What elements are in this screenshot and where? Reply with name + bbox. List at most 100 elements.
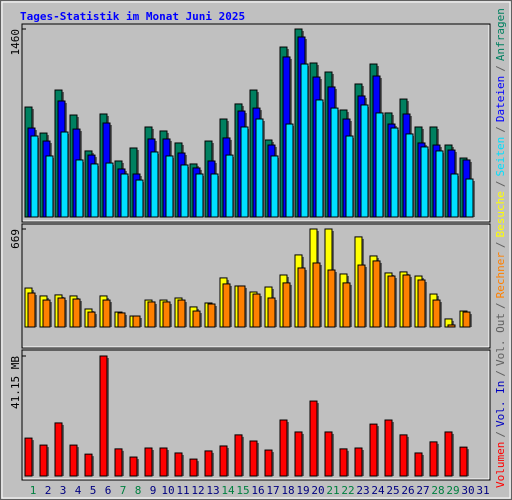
bar: [417, 279, 426, 328]
x-tick-label: 6: [105, 484, 112, 497]
bar: [225, 154, 234, 218]
bar: [210, 173, 219, 218]
x-tick-label: 26: [401, 484, 414, 497]
bar: [165, 155, 174, 218]
bar: [114, 448, 123, 477]
bar: [180, 164, 189, 218]
x-tick-label: 9: [150, 484, 157, 497]
x-tick-label: 10: [161, 484, 174, 497]
bar: [267, 297, 276, 328]
bar: [327, 269, 336, 328]
bar: [324, 431, 333, 477]
x-tick-label: 3: [60, 484, 67, 497]
bar: [135, 179, 144, 218]
bar: [459, 446, 468, 477]
x-tick-label: 11: [176, 484, 189, 497]
bar: [234, 434, 243, 477]
bar: [282, 282, 291, 328]
bar: [177, 299, 186, 328]
bar: [297, 267, 306, 328]
bar: [174, 452, 183, 477]
bar: [105, 162, 114, 218]
x-tick-label: 29: [446, 484, 459, 497]
bar: [24, 437, 33, 477]
bar: [435, 150, 444, 218]
bar: [429, 441, 438, 477]
x-tick-label: 22: [341, 484, 354, 497]
bar: [342, 282, 351, 328]
x-tick-label: 13: [206, 484, 219, 497]
bar: [315, 99, 324, 218]
bar: [150, 151, 159, 218]
x-tick-label: 17: [266, 484, 279, 497]
bar: [414, 452, 423, 477]
bar: [300, 63, 309, 218]
bar: [465, 178, 474, 218]
bar: [387, 275, 396, 328]
bar: [207, 303, 216, 328]
bar: [159, 447, 168, 477]
bar: [345, 135, 354, 218]
x-tick-label: 28: [431, 484, 444, 497]
bar: [69, 444, 78, 477]
bar: [339, 448, 348, 477]
legend-separator: /: [494, 126, 507, 133]
bar: [54, 422, 63, 477]
bar: [90, 163, 99, 218]
bar: [117, 312, 126, 328]
x-tick-label: 27: [416, 484, 429, 497]
x-tick-label: 16: [251, 484, 264, 497]
bar: [249, 440, 258, 477]
x-tick-label: 2: [45, 484, 52, 497]
bar: [330, 107, 339, 218]
bar: [309, 400, 318, 477]
bar: [60, 131, 69, 218]
bar: [30, 135, 39, 218]
x-tick-label: 19: [296, 484, 309, 497]
bar: [240, 126, 249, 218]
bar: [72, 298, 81, 328]
x-tick-label: 31: [476, 484, 489, 497]
legend: Volumen / Vol. In / Vol. Out / Rechner / Besuche…: [494, 8, 507, 488]
bar: [87, 311, 96, 328]
bar: [354, 447, 363, 477]
bar: [45, 155, 54, 218]
bar: [147, 301, 156, 328]
bar: [360, 104, 369, 218]
legend-separator: /: [494, 431, 507, 438]
bar: [285, 123, 294, 218]
x-tick-label: 1: [30, 484, 37, 497]
bar: [279, 419, 288, 477]
legend-entry: Vol. Out: [494, 313, 507, 366]
bar: [264, 449, 273, 477]
x-tick-label: 18: [281, 484, 294, 497]
bar: [384, 419, 393, 477]
x-tick-label: 23: [356, 484, 369, 497]
x-tick-label: 21: [326, 484, 339, 497]
x-tick-label: 8: [135, 484, 142, 497]
y-tick-label: 41.15 MB: [9, 356, 22, 409]
bar: [420, 146, 429, 218]
x-tick-label: 12: [191, 484, 204, 497]
bar: [255, 118, 264, 218]
bar: [237, 285, 246, 328]
bar: [372, 260, 381, 328]
bar: [219, 445, 228, 477]
bar: [144, 447, 153, 477]
bar: [294, 431, 303, 477]
bar: [27, 292, 36, 328]
bar: [204, 450, 213, 477]
legend-entry: Rechner: [494, 252, 507, 299]
bar: [57, 297, 66, 328]
bar: [99, 355, 108, 477]
bar: [75, 159, 84, 218]
y-tick-label: 1460: [9, 29, 22, 56]
bar: [375, 112, 384, 218]
bar: [369, 423, 378, 477]
x-tick-label: 15: [236, 484, 249, 497]
bar: [222, 283, 231, 328]
x-tick-label: 25: [386, 484, 399, 497]
x-tick-label: 30: [461, 484, 474, 497]
bar: [312, 262, 321, 328]
